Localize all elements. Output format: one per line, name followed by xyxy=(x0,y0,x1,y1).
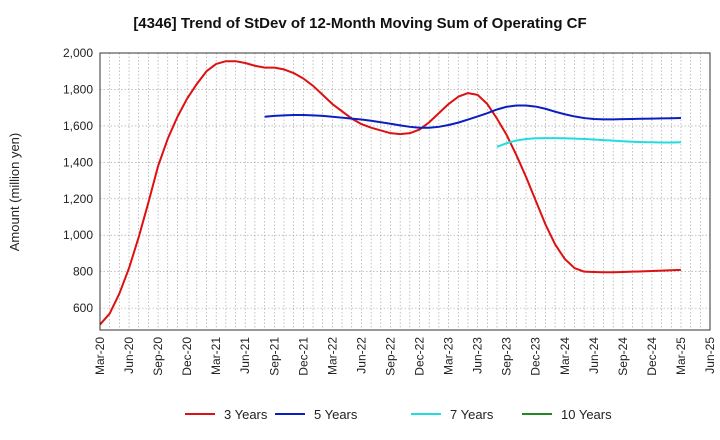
legend-label-10-years: 10 Years xyxy=(561,407,612,422)
x-tick-label: Mar-21 xyxy=(209,337,223,375)
x-tick-label: Mar-25 xyxy=(674,337,688,375)
y-tick-label: 2,000 xyxy=(63,46,93,60)
x-tick-label: Mar-24 xyxy=(558,337,572,375)
series-line-7-years xyxy=(496,137,681,148)
legend: 3 Years 5 Years 7 Years 10 Years xyxy=(185,407,612,422)
x-tick-label: Dec-22 xyxy=(413,337,427,376)
y-tick-label: 600 xyxy=(73,301,93,315)
y-tick-label: 1,800 xyxy=(63,82,93,96)
grid xyxy=(100,52,710,330)
plot-area-frame xyxy=(99,52,711,331)
x-axis-ticks: Mar-20 Jun-20 Sep-20 Dec-20 Mar-21 Jun-21 Sep-… xyxy=(93,337,717,376)
x-tick-label: Dec-20 xyxy=(180,337,194,376)
x-tick-label: Sep-23 xyxy=(500,337,514,376)
x-tick-label: Jun-22 xyxy=(354,337,368,374)
x-tick-label: Mar-20 xyxy=(93,337,107,375)
x-tick-label: Mar-22 xyxy=(325,337,339,375)
x-tick-label: Sep-24 xyxy=(616,337,630,376)
legend-label-7-years: 7 Years xyxy=(450,407,494,422)
y-tick-label: 1,200 xyxy=(63,192,93,206)
series-lines xyxy=(99,60,681,326)
legend-label-5-years: 5 Years xyxy=(314,407,358,422)
legend-label-3-years: 3 Years xyxy=(224,407,268,422)
x-tick-label: Sep-21 xyxy=(267,337,281,376)
y-tick-label: 800 xyxy=(73,265,93,279)
x-tick-label: Dec-21 xyxy=(296,337,310,376)
x-tick-label: Jun-21 xyxy=(238,337,252,374)
x-tick-label: Mar-23 xyxy=(442,337,456,375)
x-tick-label: Jun-24 xyxy=(587,337,601,374)
x-tick-label: Jun-20 xyxy=(122,337,136,374)
y-axis-ticks: 600 800 1,000 1,200 1,400 1,600 1,800 2,000 xyxy=(63,46,93,315)
x-tick-label: Dec-23 xyxy=(529,337,543,376)
series-line-3-years xyxy=(99,60,681,326)
y-axis-label: Amount (million yen) xyxy=(7,133,22,252)
series-line-5-years xyxy=(264,104,681,129)
x-tick-label: Sep-20 xyxy=(151,337,165,376)
x-tick-label: Jun-23 xyxy=(471,337,485,374)
y-tick-label: 1,000 xyxy=(63,228,93,242)
x-tick-label: Jun-25 xyxy=(703,337,717,374)
chart-title: [4346] Trend of StDev of 12-Month Moving… xyxy=(133,15,586,32)
x-tick-label: Dec-24 xyxy=(645,337,659,376)
y-tick-label: 1,600 xyxy=(63,119,93,133)
x-tick-label: Sep-22 xyxy=(383,337,397,376)
y-tick-label: 1,400 xyxy=(63,155,93,169)
